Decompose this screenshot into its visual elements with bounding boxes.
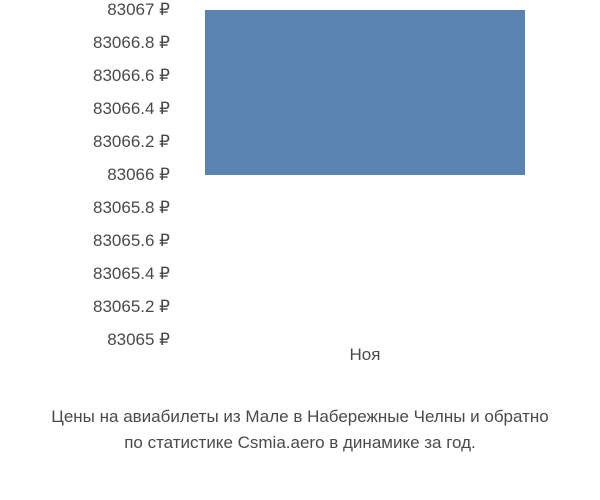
x-axis: Ноя bbox=[190, 345, 540, 365]
y-axis-label: 83066.8 ₽ bbox=[93, 33, 170, 53]
y-axis: 83067 ₽83066.8 ₽83066.6 ₽83066.4 ₽83066.… bbox=[0, 10, 180, 340]
plot-area bbox=[190, 10, 540, 340]
y-axis-label: 83065 ₽ bbox=[107, 330, 170, 350]
caption-line-1: Цены на авиабилеты из Мале в Набережные … bbox=[0, 404, 600, 430]
y-axis-label: 83065.8 ₽ bbox=[93, 198, 170, 218]
caption-line-2: по статистике Csmia.aero в динамике за г… bbox=[0, 430, 600, 456]
x-axis-label: Ноя bbox=[350, 345, 381, 365]
y-axis-label: 83065.6 ₽ bbox=[93, 231, 170, 251]
y-axis-label: 83065.4 ₽ bbox=[93, 264, 170, 284]
y-axis-label: 83066.4 ₽ bbox=[93, 99, 170, 119]
y-axis-label: 83065.2 ₽ bbox=[93, 297, 170, 317]
y-axis-label: 83067 ₽ bbox=[107, 0, 170, 20]
chart-caption: Цены на авиабилеты из Мале в Набережные … bbox=[0, 404, 600, 455]
y-axis-label: 83066.2 ₽ bbox=[93, 132, 170, 152]
y-axis-label: 83066.6 ₽ bbox=[93, 66, 170, 86]
chart-container: 83067 ₽ 83066.8 ₽ 83066.6 ₽ 83066.4 ₽ 83066.… bbox=[0, 0, 600, 380]
y-axis-label: 83066 ₽ bbox=[107, 165, 170, 185]
bar bbox=[205, 10, 525, 175]
